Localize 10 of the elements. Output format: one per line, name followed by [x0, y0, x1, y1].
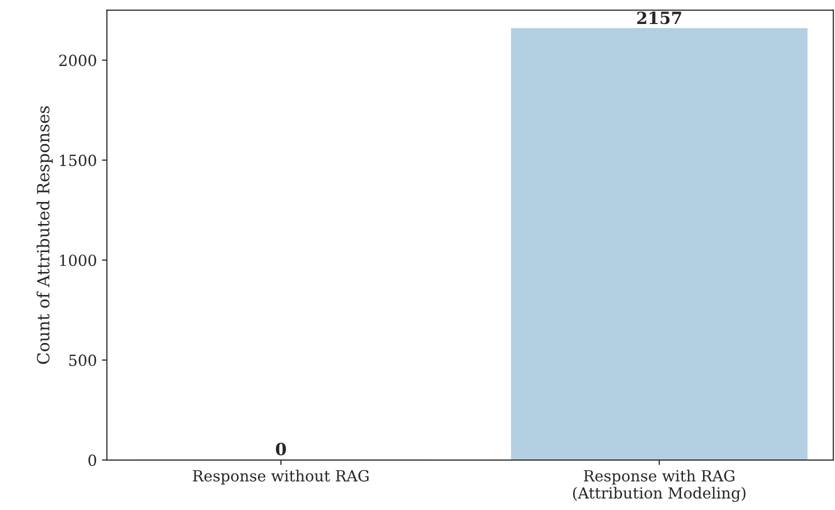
y-tick-label: 1500 [60, 154, 96, 166]
y-tick-label: 1000 [60, 254, 96, 266]
y-tick-label: 500 [69, 354, 96, 366]
y-axis-title: Count of Attributed Responses [36, 106, 53, 364]
x-tick-label: Response without RAG [192, 470, 369, 485]
x-tick-label: Response with RAG (Attribution Modeling) [573, 470, 746, 502]
y-tick-label: 0 [88, 454, 96, 466]
data-label: 2157 [637, 12, 682, 24]
y-tick-label: 2000 [59, 54, 96, 66]
data-label: 0 [276, 442, 286, 456]
